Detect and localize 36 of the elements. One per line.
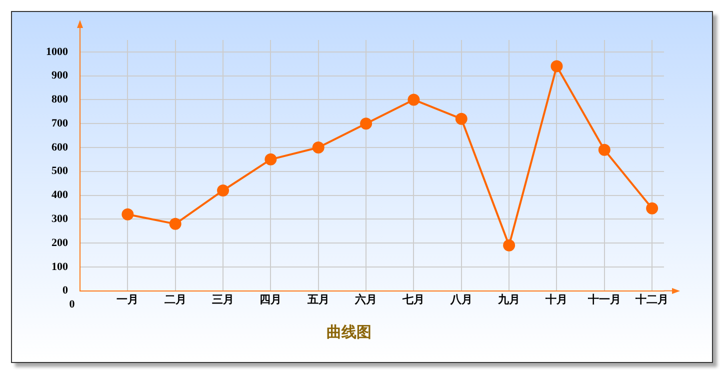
y-tick-label: 800 (52, 94, 68, 106)
x-tick-label: 八月 (449, 293, 472, 306)
point (598, 144, 610, 156)
point (503, 239, 516, 252)
y-tick-label: 500 (52, 165, 68, 178)
point (646, 202, 658, 214)
point (360, 118, 372, 130)
point (217, 184, 230, 196)
y-tick-label: 1000 (46, 46, 68, 58)
x-tick-label: 三月 (212, 294, 234, 306)
point (408, 94, 420, 106)
x-tick-label: 六月 (354, 293, 378, 306)
y-tick-label: 0 (62, 284, 68, 297)
x-tick-label: 四月 (260, 294, 282, 306)
y-tick-label: 400 (52, 189, 68, 202)
y-tick-label: 900 (52, 70, 68, 82)
x-tick-label: 五月 (306, 294, 330, 306)
x-tick-label: 九月 (497, 293, 520, 306)
point (550, 60, 563, 72)
x-tick-label: 一月 (116, 294, 139, 306)
point (455, 112, 468, 125)
y-tick-label: 600 (52, 141, 68, 154)
y-tick-label: 100 (52, 260, 68, 273)
x-tick-label: 七月 (402, 293, 425, 306)
point (264, 153, 277, 166)
text: 曲线图 (326, 322, 372, 341)
y-tick-label: 300 (52, 212, 68, 225)
point (312, 141, 324, 154)
y-tick-label: 700 (52, 117, 68, 130)
point (122, 208, 134, 220)
x-tick-label: 十二月 (634, 293, 669, 306)
x-tick-label: 十月 (544, 293, 568, 306)
x-tick-label: 十一月 (586, 293, 621, 306)
y-tick-label: 200 (52, 236, 68, 249)
point (169, 218, 182, 230)
x-tick-label: 二月 (164, 294, 186, 306)
